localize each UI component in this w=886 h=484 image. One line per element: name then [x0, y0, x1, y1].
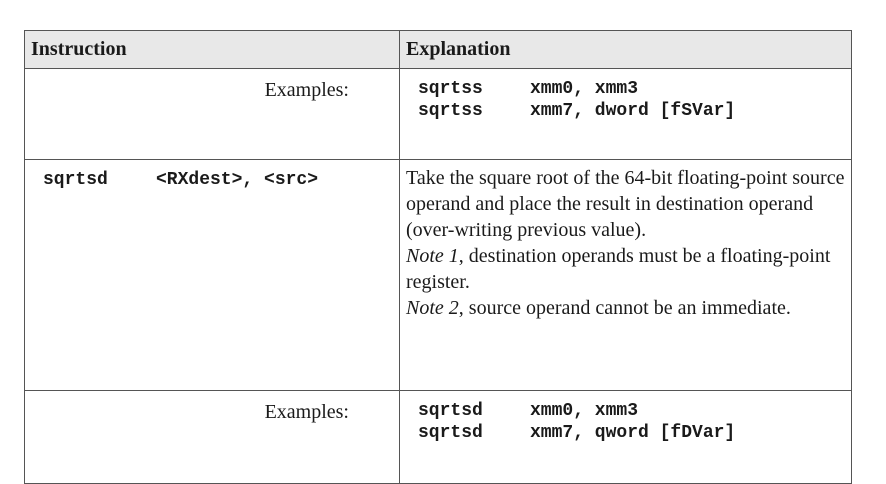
instruction-operands: <RXdest>, <src>	[156, 170, 319, 190]
table-row: Examples: sqrtsd xmm0, xmm3 sqrtsd xmm7, q…	[24, 390, 852, 484]
code-operands: xmm7, dword [fSVar]	[530, 101, 736, 121]
explanation-text: Take the square root of the 64-bit float…	[406, 167, 845, 241]
code-line: sqrtsd xmm7, qword [fDVar]	[418, 422, 851, 444]
header-explanation: Explanation	[399, 30, 852, 69]
explanation-note-1: Note 1, destination operands must be a f…	[406, 243, 845, 295]
code-operands: xmm0, xmm3	[530, 79, 639, 99]
examples-code: sqrtss xmm0, xmm3 sqrtss xmm7, dword [fSVa…	[399, 68, 852, 160]
code-mnemonic: sqrtss	[418, 79, 483, 99]
note-2-label: Note 2	[406, 297, 459, 319]
examples-label: Examples:	[24, 68, 400, 160]
header-instruction: Instruction	[24, 30, 400, 69]
instruction-mnemonic: sqrtsd	[43, 170, 108, 190]
code-operands: xmm0, xmm3	[530, 401, 639, 421]
note-1-text: , destination operands must be a floatin…	[406, 245, 831, 293]
explanation-note-2: Note 2, source operand cannot be an imme…	[406, 295, 845, 321]
code-line: sqrtss xmm7, dword [fSVar]	[418, 100, 851, 122]
note-2-text: , source operand cannot be an immediate.	[458, 297, 791, 319]
code-mnemonic: sqrtsd	[418, 401, 483, 421]
header-row: Instruction Explanation	[24, 30, 852, 69]
instruction-explanation: Take the square root of the 64-bit float…	[399, 159, 852, 391]
code-line: sqrtss xmm0, xmm3	[418, 78, 851, 100]
code-mnemonic: sqrtsd	[418, 423, 483, 443]
code-operands: xmm7, qword [fDVar]	[530, 423, 736, 443]
instruction-syntax: sqrtsd <RXdest>, <src>	[24, 159, 400, 391]
table-row: Examples: sqrtss xmm0, xmm3 sqrtss xmm7, d…	[24, 68, 852, 160]
table-row: sqrtsd <RXdest>, <src> Take the square ro…	[24, 159, 852, 391]
instruction-table: Instruction Explanation Examples: sqrtss…	[24, 30, 852, 484]
examples-code: sqrtsd xmm0, xmm3 sqrtsd xmm7, qword [fDVa…	[399, 390, 852, 484]
examples-label: Examples:	[24, 390, 400, 484]
code-line: sqrtsd xmm0, xmm3	[418, 400, 851, 422]
note-1-label: Note 1	[406, 245, 459, 267]
code-mnemonic: sqrtss	[418, 101, 483, 121]
